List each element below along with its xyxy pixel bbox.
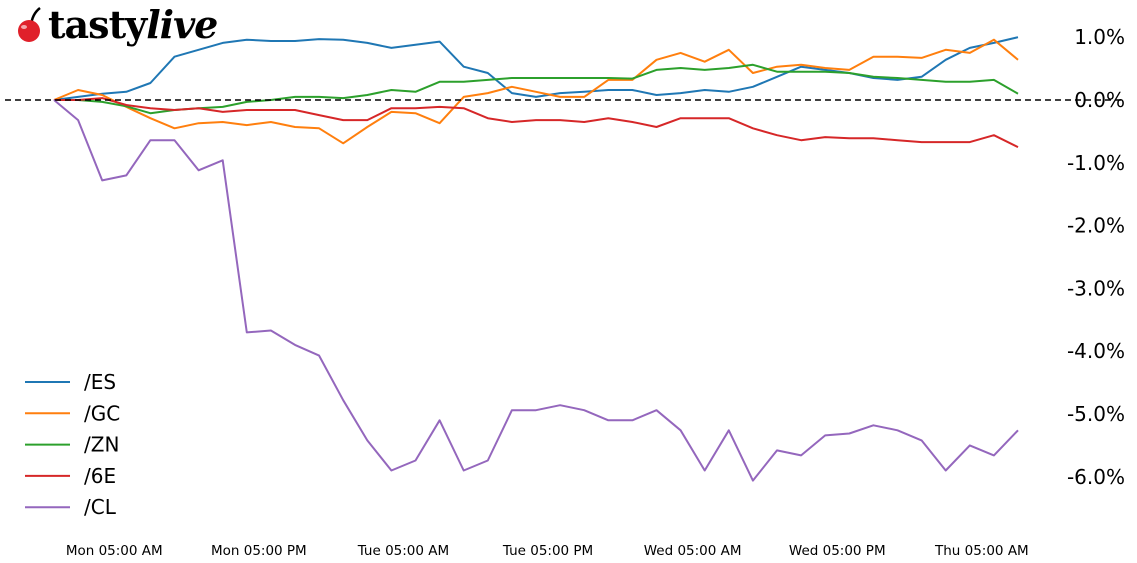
legend-item: /ES — [25, 370, 116, 394]
legend-label: /ES — [84, 370, 116, 394]
logo-wordmark: tastylive — [48, 2, 218, 47]
x-tick-label: Tue 05:00 AM — [357, 543, 449, 559]
series-line-gc — [53, 38, 1019, 145]
y-tick-label: -1.0% — [1067, 151, 1125, 175]
tastylive-logo: tastylive — [14, 2, 218, 47]
legend-item: /ZN — [25, 433, 119, 457]
legend-label: /CL — [84, 495, 117, 519]
series-line-cl — [53, 99, 1019, 482]
y-tick-label: -2.0% — [1067, 214, 1125, 238]
legend-item: /CL — [25, 495, 117, 519]
legend-label: /GC — [84, 401, 120, 425]
x-axis: Mon 05:00 AM Mon 05:00 PM Tue 05:00 AM Tue … — [66, 543, 1029, 559]
x-tick-label: Thu 05:00 AM — [934, 543, 1029, 559]
x-tick-label: Wed 05:00 PM — [789, 543, 886, 559]
series-line-6e — [54, 97, 1019, 148]
x-tick-label: Wed 05:00 AM — [644, 543, 742, 559]
legend: /ES/GC/ZN/6E/CL — [25, 370, 120, 519]
legend-label: /6E — [84, 464, 116, 488]
y-tick-label: -5.0% — [1067, 402, 1125, 426]
y-tick-label: -3.0% — [1067, 276, 1125, 300]
y-tick-label: -6.0% — [1067, 465, 1125, 489]
legend-item: /6E — [25, 464, 116, 488]
x-tick-label: Tue 05:00 PM — [502, 543, 593, 559]
series-lines — [53, 36, 1019, 482]
y-tick-label: -4.0% — [1067, 339, 1125, 363]
legend-label: /ZN — [84, 433, 119, 457]
cherry-icon — [18, 7, 41, 42]
y-tick-label: 0.0% — [1074, 88, 1125, 112]
legend-item: /GC — [25, 401, 120, 425]
x-tick-label: Mon 05:00 AM — [66, 543, 163, 559]
series-line-zn — [54, 63, 1019, 115]
y-axis: 1.0% 0.0% -1.0% -2.0% -3.0% -4.0% -5.0% -6.0% — [1067, 25, 1125, 489]
y-tick-label: 1.0% — [1074, 25, 1125, 49]
x-tick-label: Mon 05:00 PM — [211, 543, 307, 559]
